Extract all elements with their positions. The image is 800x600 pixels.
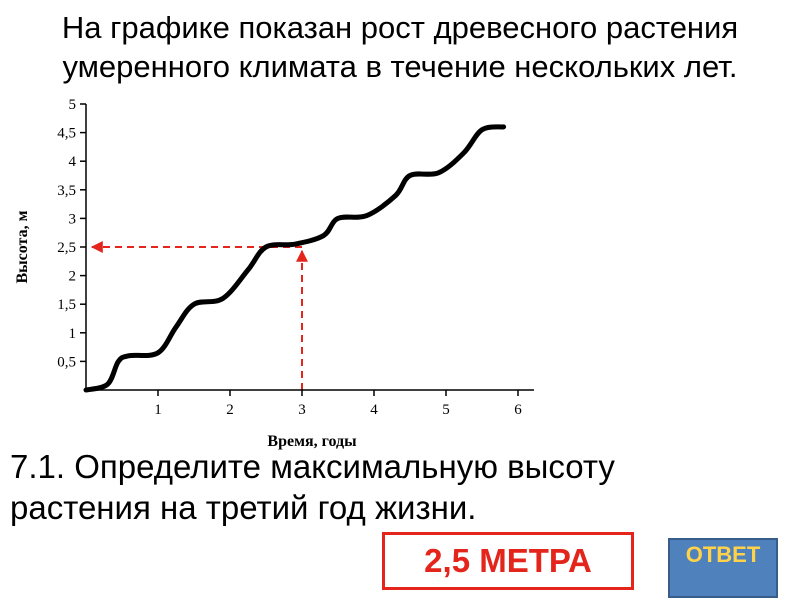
y-tick-label: 1	[69, 326, 77, 342]
question-line-1: 7.1. Определите максимальную высоту	[10, 448, 615, 485]
x-tick-label: 3	[298, 402, 306, 418]
slide-title-line-1: На графике показан рост древесного расте…	[61, 10, 739, 45]
answer-box: 2,5 МЕТРА	[382, 532, 634, 590]
x-axis-title: Время, годы	[267, 433, 357, 450]
y-tick-label: 4,5	[57, 126, 76, 142]
question-line-2: растения на третий год жизни.	[10, 489, 477, 527]
x-tick-label: 6	[514, 402, 522, 418]
show-answer-label: ОТВЕТ	[685, 542, 761, 567]
y-axis-title: Высота, м	[14, 210, 31, 283]
y-tick-label: 0,5	[57, 354, 76, 370]
x-tick-label: 4	[370, 402, 378, 418]
growth-curve-line	[83, 124, 507, 393]
y-tick-label: 5	[69, 97, 77, 113]
answer-text: 2,5 МЕТРА	[424, 542, 592, 579]
y-tick-label: 2	[69, 269, 77, 285]
slide-title-line-2: умеренного климата в течение нескольких …	[62, 49, 738, 85]
y-tick-label: 4	[69, 154, 77, 170]
x-tick-label: 5	[442, 402, 450, 418]
y-tick-label: 2,5	[57, 240, 76, 256]
x-tick-label: 2	[226, 402, 234, 418]
y-tick-label: 3	[69, 211, 77, 227]
slide-title: На графике показан рост древесного расте…	[0, 8, 800, 87]
show-answer-button[interactable]: ОТВЕТ	[668, 538, 778, 598]
growth-chart: 1 2 3 4 5 6 0,5 1 1,5 2 2,5 3 3,5 4 4,5 5 Время, годы Выс…	[14, 97, 534, 450]
question-text: 7.1. Определите максимальную высоту раст…	[10, 446, 790, 529]
y-tick-label: 1,5	[57, 297, 76, 313]
x-tick-label: 1	[154, 402, 162, 418]
y-tick-label: 3,5	[57, 183, 76, 199]
